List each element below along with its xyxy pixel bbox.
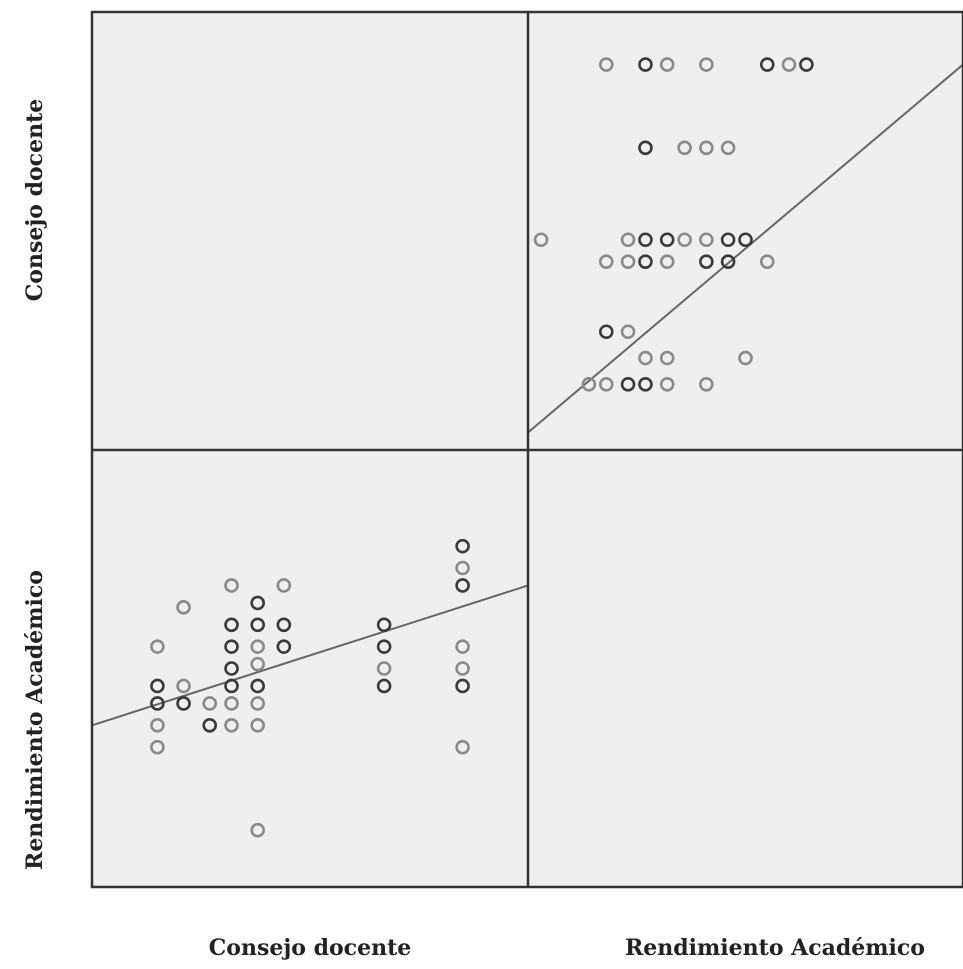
data-point: [598, 57, 614, 72]
data-point: [533, 232, 549, 248]
data-point: [455, 538, 470, 554]
data-point: [224, 617, 239, 633]
x-axis-label-consejo: Consejo docente: [209, 935, 411, 961]
data-point: [699, 57, 714, 72]
data-point: [677, 232, 692, 248]
data-point: [455, 661, 470, 676]
data-point: [150, 718, 165, 733]
data-point: [250, 639, 265, 654]
data-point: [455, 578, 470, 593]
data-point: [581, 376, 597, 392]
data-point: [276, 578, 292, 593]
data-point: [620, 254, 636, 269]
fit-line: [527, 63, 963, 434]
y-axis-label-consejo: Consejo docente: [22, 99, 48, 301]
data-point: [202, 696, 218, 711]
data-point: [176, 600, 191, 615]
data-point: [659, 254, 675, 269]
data-point: [638, 254, 653, 269]
data-point: [620, 376, 636, 392]
data-point: [638, 376, 653, 392]
data-point: [598, 254, 614, 269]
data-point: [150, 639, 165, 654]
data-point: [620, 324, 636, 340]
data-point: [376, 617, 392, 633]
data-point: [202, 718, 218, 733]
data-point: [250, 678, 265, 694]
data-point: [699, 254, 714, 269]
data-point: [224, 578, 239, 593]
data-point: [376, 678, 392, 694]
data-point: [699, 140, 714, 156]
scatter-panel-consejo-vs-rendimiento: [91, 538, 529, 838]
data-point: [799, 57, 814, 72]
data-point: [455, 560, 470, 576]
data-point: [250, 822, 265, 838]
data-point: [699, 232, 714, 248]
data-point: [276, 639, 292, 654]
panel-top-left: [92, 12, 528, 450]
data-point: [224, 696, 239, 711]
data-point: [759, 57, 775, 72]
data-point: [638, 57, 653, 72]
data-point: [638, 232, 653, 248]
fit-line: [91, 584, 529, 727]
x-axis-label-rendimiento: Rendimiento Académico: [625, 935, 925, 961]
data-point: [720, 140, 736, 156]
data-point: [598, 324, 614, 340]
data-point: [720, 232, 736, 248]
data-point: [276, 617, 292, 633]
data-point: [250, 656, 265, 672]
data-point: [150, 696, 165, 711]
panel-bottom-left: [92, 450, 528, 887]
panel-bottom-right: [528, 450, 963, 887]
data-point: [455, 678, 470, 694]
data-point: [224, 639, 239, 654]
data-point: [176, 696, 191, 711]
y-axis-label-rendimiento: Rendimiento Académico: [22, 570, 48, 870]
data-point: [224, 661, 239, 676]
data-point: [659, 232, 675, 248]
data-point: [376, 661, 392, 676]
data-point: [659, 57, 675, 72]
data-point: [781, 57, 797, 72]
data-point: [150, 739, 165, 755]
data-point: [699, 376, 714, 392]
data-point: [250, 718, 265, 733]
data-point: [224, 678, 239, 694]
data-point: [620, 232, 636, 248]
data-point: [250, 595, 265, 611]
data-point: [455, 739, 470, 755]
data-point: [677, 140, 692, 156]
data-point: [250, 696, 265, 711]
data-point: [659, 376, 675, 392]
data-point: [738, 232, 753, 248]
data-point: [150, 678, 165, 694]
data-point: [638, 350, 653, 366]
data-point: [659, 350, 675, 366]
data-point: [720, 254, 736, 269]
data-point: [376, 639, 392, 654]
panel-top-right: [528, 12, 963, 450]
scatter-panel-rendimiento-vs-consejo: [527, 57, 963, 434]
data-point: [455, 639, 470, 654]
data-point: [598, 376, 614, 392]
data-point: [176, 678, 191, 694]
data-point: [250, 617, 265, 633]
data-point: [759, 254, 775, 269]
data-point: [638, 140, 653, 156]
data-point: [224, 718, 239, 733]
data-point: [738, 350, 753, 366]
